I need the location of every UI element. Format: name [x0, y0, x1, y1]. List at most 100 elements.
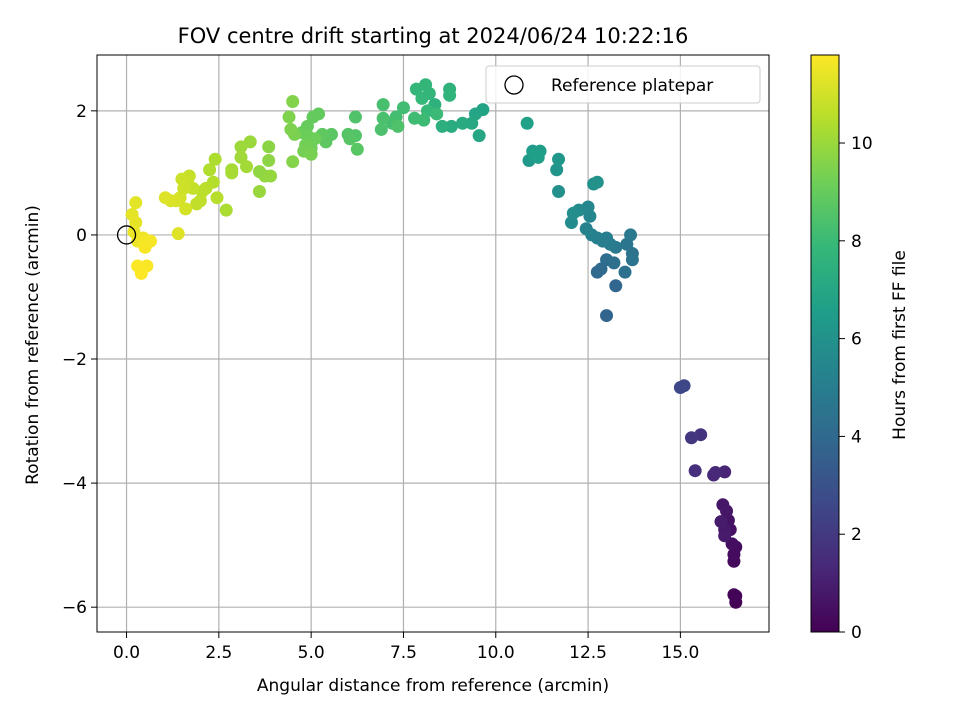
- data-point: [590, 175, 604, 189]
- data-point: [129, 196, 143, 210]
- colorbar-tick-label: 2: [851, 525, 862, 545]
- data-point: [688, 464, 702, 478]
- legend-box: [485, 65, 761, 104]
- data-point: [190, 197, 204, 211]
- data-point: [286, 95, 300, 109]
- x-tick-label: 2.5: [205, 643, 232, 663]
- data-point: [727, 588, 741, 602]
- x-tick-label: 7.5: [390, 643, 417, 663]
- colorbar-label: Hours from first FF file: [890, 250, 910, 440]
- data-point: [252, 184, 266, 198]
- data-point: [718, 529, 732, 543]
- x-axis-label: Angular distance from reference (arcmin): [257, 676, 609, 696]
- data-point: [716, 498, 730, 512]
- data-point: [234, 140, 248, 154]
- data-point: [376, 111, 390, 125]
- data-point: [210, 191, 224, 205]
- y-tick-label: −4: [62, 474, 87, 494]
- data-point: [624, 228, 638, 242]
- data-point: [550, 163, 564, 177]
- data-point: [240, 160, 254, 174]
- grid: [97, 55, 769, 632]
- data-point: [286, 155, 300, 169]
- y-tick-label: 0: [76, 226, 87, 246]
- colorbar-tick-label: 8: [851, 232, 862, 252]
- data-point: [134, 266, 148, 280]
- data-point: [707, 468, 721, 482]
- legend: Reference platepar: [485, 65, 761, 104]
- data-point: [284, 122, 298, 136]
- data-point: [607, 256, 621, 270]
- data-point: [219, 203, 233, 217]
- data-point: [138, 240, 152, 254]
- data-point: [408, 111, 422, 125]
- data-point: [396, 101, 410, 115]
- data-point: [430, 107, 444, 121]
- x-axis-ticks: 0.0 2.5 5.0 7.5 10.0 12.5 15.0: [113, 632, 699, 663]
- x-tick-label: 15.0: [661, 643, 699, 663]
- data-point: [566, 206, 580, 220]
- colorbar-gradient: [810, 54, 840, 633]
- data-point: [282, 110, 296, 124]
- data-point: [348, 110, 362, 124]
- data-point: [579, 222, 593, 236]
- data-point: [528, 147, 542, 161]
- data-point: [618, 265, 632, 279]
- y-tick-label: −2: [62, 350, 87, 370]
- data-point: [714, 515, 728, 529]
- colorbar-tick-label: 10: [851, 134, 873, 154]
- legend-reference-marker: [504, 75, 524, 95]
- x-tick-label: 0.0: [113, 643, 140, 663]
- data-point: [179, 202, 193, 216]
- data-point: [264, 169, 278, 183]
- data-point: [391, 119, 405, 133]
- data-point: [443, 88, 457, 102]
- data-point: [552, 152, 566, 166]
- colorbar-tick-label: 0: [851, 623, 862, 643]
- data-point: [444, 119, 458, 133]
- colorbar: 0 2 4 6 8 10 Hours from first FF file: [810, 54, 910, 643]
- data-point: [673, 381, 687, 395]
- data-point: [262, 140, 276, 154]
- colorbar-ticks: 0 2 4 6 8 10: [839, 134, 873, 643]
- data-point: [225, 166, 239, 180]
- x-tick-label: 12.5: [569, 643, 607, 663]
- legend-entry-reference: Reference platepar: [551, 76, 713, 96]
- data-point: [600, 309, 614, 323]
- data-point: [374, 122, 388, 136]
- y-axis-ticks: −6 −4 −2 0 2: [62, 102, 97, 618]
- data-point: [376, 98, 390, 112]
- data-point: [435, 119, 449, 133]
- data-points: [125, 78, 743, 609]
- data-point: [552, 184, 566, 198]
- data-point: [171, 227, 185, 241]
- data-point: [203, 163, 217, 177]
- y-tick-label: −6: [62, 598, 87, 618]
- colorbar-tick-label: 6: [851, 330, 862, 350]
- data-point: [520, 116, 534, 130]
- data-point: [718, 465, 732, 479]
- data-point: [609, 279, 623, 293]
- data-point: [208, 152, 222, 166]
- data-point: [158, 191, 172, 205]
- axes-frame: [96, 54, 770, 633]
- data-point: [465, 116, 479, 130]
- data-point: [472, 129, 486, 143]
- reference-marker-layer: [116, 225, 137, 245]
- data-point: [684, 431, 698, 445]
- y-tick-label: 2: [76, 102, 87, 122]
- x-tick-label: 10.0: [477, 643, 515, 663]
- data-point: [343, 132, 357, 146]
- reference-platepar-marker: [116, 225, 137, 245]
- data-point: [350, 142, 364, 156]
- data-point: [456, 116, 470, 130]
- colorbar-tick-label: 4: [851, 427, 862, 447]
- data-point: [262, 153, 276, 167]
- x-tick-label: 5.0: [298, 643, 325, 663]
- data-point: [415, 91, 429, 105]
- data-point: [304, 147, 318, 161]
- chart-title: FOV centre drift starting at 2024/06/24 …: [178, 24, 689, 48]
- y-axis-label: Rotation from reference (arcmin): [23, 205, 43, 485]
